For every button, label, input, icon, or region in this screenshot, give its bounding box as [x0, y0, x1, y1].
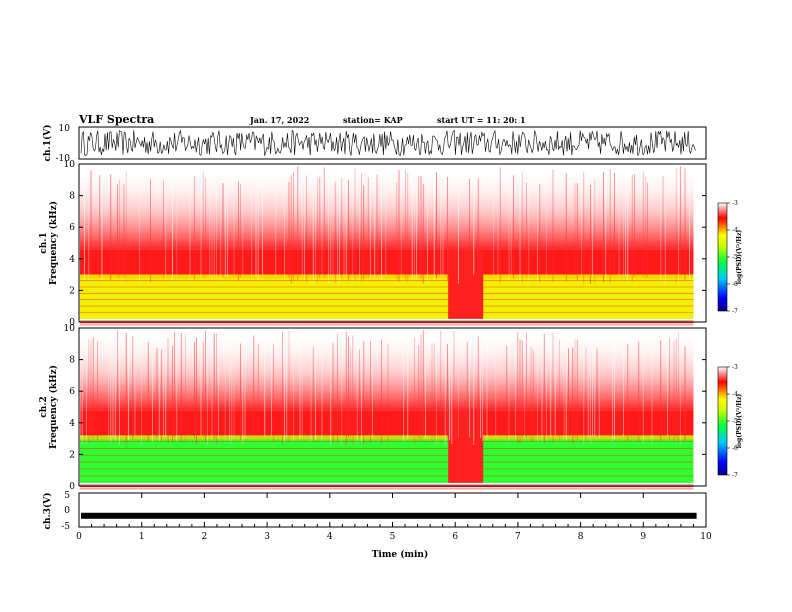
xtick-label: 5: [390, 532, 396, 542]
colorbar-tick-label: -5: [732, 418, 738, 425]
xtick-label: 4: [327, 532, 333, 542]
spectrogram-quiet-interval: [448, 249, 484, 319]
ytick-label: 10: [64, 160, 76, 170]
ch1-ytick-top: 10: [59, 124, 71, 134]
spectrogram-ch2-image: [79, 330, 694, 490]
ytick-label: 2: [69, 286, 75, 296]
spectrogram-ch2-ylabel-channel: ch.2: [39, 396, 49, 417]
ytick-label: 0: [69, 318, 75, 328]
spectrogram-main-band: [80, 435, 694, 483]
time-axis-ticks: 0 1 2 3 4 5 6 7 8 9 10: [76, 493, 712, 542]
spectrogram-band-edge: [80, 435, 694, 440]
xtick-label: 9: [640, 532, 646, 542]
spectrogram-ch2-panel: 0 2 4 6 8 10 ch.2 Frequency (kHz): [39, 324, 707, 492]
colorbar-tick-label: -4: [732, 391, 738, 398]
waveform-ch3-panel: 5 0 -5 ch.3(V) 0 1 2 3 4 5 6 7 8 9 10 Time (min): [42, 491, 712, 560]
waveform-ch3-trace: [81, 512, 697, 519]
colorbar-scale: [717, 366, 728, 476]
spectrogram-ch1-ylabel: Frequency (kHz): [48, 201, 59, 285]
xtick-label: 1: [139, 532, 145, 542]
colorbar-tick-label: -6: [732, 281, 738, 288]
figure-start-time: start UT = 11: 20: 1: [437, 115, 526, 125]
spectrogram-ch2-ylabel: Frequency (kHz): [48, 365, 59, 449]
ytick-label: 4: [69, 419, 75, 429]
colorbar-ch2: -3 -4 -5 -6 -7 log(PSD)(V²/Hz): [717, 364, 743, 479]
colorbar-tick-label: -7: [732, 472, 738, 479]
ch3-ytick-top: 5: [64, 491, 70, 501]
colorbar-tick-label: -4: [732, 227, 738, 234]
spectrogram-upper-noise: [80, 330, 694, 411]
spectrogram-ch1-yticks: 0 2 4 6 8 10: [64, 160, 706, 328]
ch1-waveform-ylabel: ch.1(V): [42, 125, 53, 162]
spectrogram-ch1-ylabel-channel: ch.1: [39, 232, 49, 253]
colorbar-label: log(PSD)(V²/Hz): [736, 230, 743, 285]
xtick-label: 8: [578, 532, 584, 542]
spectrogram-quiet-interval: [448, 410, 484, 483]
time-axis-label: Time (min): [372, 549, 429, 560]
colorbar-tick-label: -3: [732, 364, 738, 371]
xtick-label: 2: [202, 532, 208, 542]
ch3-ytick-bottom: -5: [61, 522, 70, 532]
spectrogram-ch1-image: [80, 166, 694, 326]
spectrogram-upper-noise: [80, 166, 694, 250]
ch3-waveform-ylabel: ch.3(V): [42, 493, 53, 530]
spectrogram-main-band: [80, 274, 694, 319]
ytick-label: 8: [69, 192, 75, 202]
colorbar-label: log(PSD)(V²/Hz): [736, 394, 743, 449]
figure-title: VLF Spectra: [78, 113, 154, 126]
figure-date: Jan. 17, 2022: [249, 115, 309, 125]
spectrogram-ch1-panel: 0 2 4 6 8 10 ch.1 Frequency (kHz): [39, 160, 707, 328]
waveform-ch1-trace: [80, 129, 696, 157]
ytick-label: 0: [69, 482, 75, 492]
colorbar-tick-label: -5: [732, 254, 738, 261]
waveform-ch3-frame: [78, 492, 707, 528]
xtick-label: 6: [452, 532, 458, 542]
colorbar-ch1: -3 -4 -5 -6 -7 log(PSD)(V²/Hz): [717, 200, 743, 315]
ytick-label: 4: [69, 255, 75, 265]
ytick-label: 6: [69, 223, 75, 233]
spectrogram-ch2-yticks: 0 2 4 6 8 10: [64, 324, 706, 492]
spectrogram-band-edge: [80, 274, 694, 279]
colorbar-tick-label: -3: [732, 200, 738, 207]
xtick-label: 3: [264, 532, 270, 542]
xtick-label: 10: [700, 532, 712, 542]
figure-station: station= KAP: [343, 115, 403, 125]
spectrogram-red-band: [80, 249, 694, 275]
ytick-label: 2: [69, 450, 75, 460]
xtick-label: 0: [76, 532, 82, 542]
ch1-ytick-bottom: -10: [56, 154, 71, 164]
waveform-ch1-panel: 10 -10 ch.1(V): [42, 124, 707, 164]
colorbar-tick-label: -7: [732, 308, 738, 315]
colorbar-tick-label: -6: [732, 445, 738, 452]
ytick-label: 6: [69, 387, 75, 397]
waveform-ch1-frame: [78, 126, 707, 160]
xtick-label: 7: [515, 532, 521, 542]
colorbar-scale: [717, 202, 728, 312]
ytick-label: 8: [69, 356, 75, 366]
spectrogram-red-band: [80, 410, 694, 436]
ytick-label: 10: [64, 324, 76, 334]
ch3-ytick-mid: 0: [64, 506, 70, 516]
